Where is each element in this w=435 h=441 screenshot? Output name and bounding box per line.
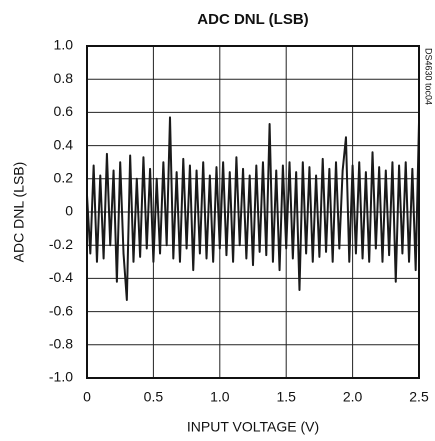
y-tick-label: -0.2 (49, 236, 73, 252)
plot-frame (86, 45, 420, 379)
x-tick-label: 1.0 (210, 389, 230, 405)
y-tick-label: 0.2 (54, 170, 74, 186)
y-tick-label: 0 (65, 203, 73, 219)
data-line (86, 116, 420, 301)
y-tick-label: 0.8 (54, 70, 74, 86)
y-tick-label: 0.4 (54, 136, 74, 152)
x-tick-label: 2.5 (409, 389, 429, 405)
x-axis-label: INPUT VOLTAGE (V) (187, 419, 319, 435)
x-tick-label: 0 (83, 389, 91, 405)
x-tick-label: 1.5 (276, 389, 296, 405)
y-tick-label: -0.6 (49, 302, 73, 318)
y-axis-label: ADC DNL (LSB) (11, 162, 27, 263)
y-tick-label: -1.0 (49, 369, 73, 385)
x-tick-label: 0.5 (144, 389, 164, 405)
annotation: DS4630 toc04 (424, 48, 434, 105)
x-tick-label: 2.0 (343, 389, 363, 405)
y-tick-label: -0.8 (49, 336, 73, 352)
y-tick-label: 0.6 (54, 103, 74, 119)
chart-title: ADC DNL (LSB) (197, 11, 308, 28)
y-tick-label: -0.4 (49, 269, 73, 285)
y-tick-label: 1.0 (54, 37, 74, 53)
